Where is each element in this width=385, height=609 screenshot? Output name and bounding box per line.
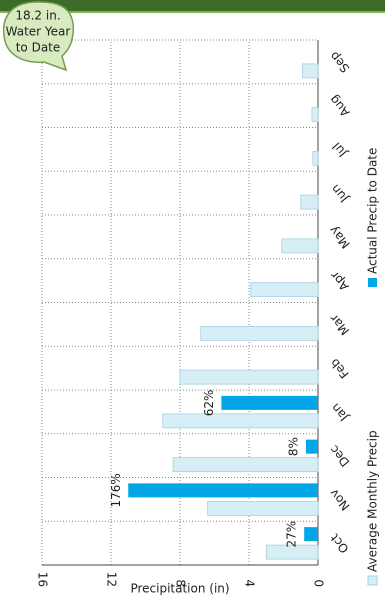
bar bbox=[300, 194, 319, 210]
x-tick-label: Apr bbox=[328, 268, 352, 293]
y-tick-label: 16 bbox=[36, 572, 50, 587]
bar bbox=[200, 325, 319, 341]
bar bbox=[281, 238, 319, 254]
x-tick-label: Sep bbox=[327, 49, 352, 75]
legend-swatch bbox=[368, 278, 377, 287]
x-tick-label: Mar bbox=[327, 311, 352, 337]
bar bbox=[250, 282, 319, 298]
bar bbox=[311, 107, 319, 123]
data-label: 27% bbox=[285, 521, 299, 548]
bar bbox=[304, 527, 319, 542]
bar bbox=[265, 544, 319, 560]
x-tick-label: Jul bbox=[330, 140, 351, 161]
bar bbox=[179, 369, 319, 385]
x-tick-label: Jan bbox=[328, 401, 351, 425]
legend-swatch bbox=[367, 575, 378, 586]
bar bbox=[162, 413, 319, 429]
y-axis-title: Precipitation (in) bbox=[130, 582, 229, 596]
x-tick-label: Jun bbox=[328, 182, 351, 206]
y-tick-label: 8 bbox=[174, 579, 188, 587]
bar bbox=[305, 439, 318, 454]
x-tick-label: Feb bbox=[327, 356, 351, 381]
bar bbox=[302, 63, 319, 79]
bar bbox=[312, 150, 319, 166]
bar bbox=[128, 483, 318, 498]
data-label: 176% bbox=[109, 473, 123, 507]
y-tick-label: 12 bbox=[105, 572, 119, 587]
x-tick-label: Aug bbox=[327, 92, 353, 119]
x-tick-label: Nov bbox=[327, 486, 353, 513]
bar bbox=[172, 457, 319, 473]
rotated-chart: 0 4 8 12 16 Precipitation (in) Oct 27% Nov 176% De… bbox=[36, 39, 380, 596]
callout-text: to Date bbox=[16, 41, 61, 55]
header-bar bbox=[0, 0, 385, 12]
bar bbox=[207, 500, 319, 516]
x-tick-label: May bbox=[326, 223, 353, 251]
callout-text: 18.2 in. bbox=[15, 9, 60, 23]
callout-text: Water Year bbox=[6, 25, 71, 39]
data-label: 8% bbox=[286, 437, 300, 456]
legend-label: Actual Precip to Date bbox=[366, 148, 380, 274]
legend-label: Average Monthly Precip bbox=[366, 430, 380, 572]
y-tick-label: 4 bbox=[243, 579, 257, 587]
data-label: 62% bbox=[202, 390, 216, 417]
x-tick-label: Dec bbox=[327, 443, 353, 470]
y-tick-label: 0 bbox=[312, 579, 326, 587]
bar bbox=[221, 395, 318, 410]
callout bbox=[2, 1, 75, 72]
x-tick-label: Oct bbox=[327, 531, 351, 556]
